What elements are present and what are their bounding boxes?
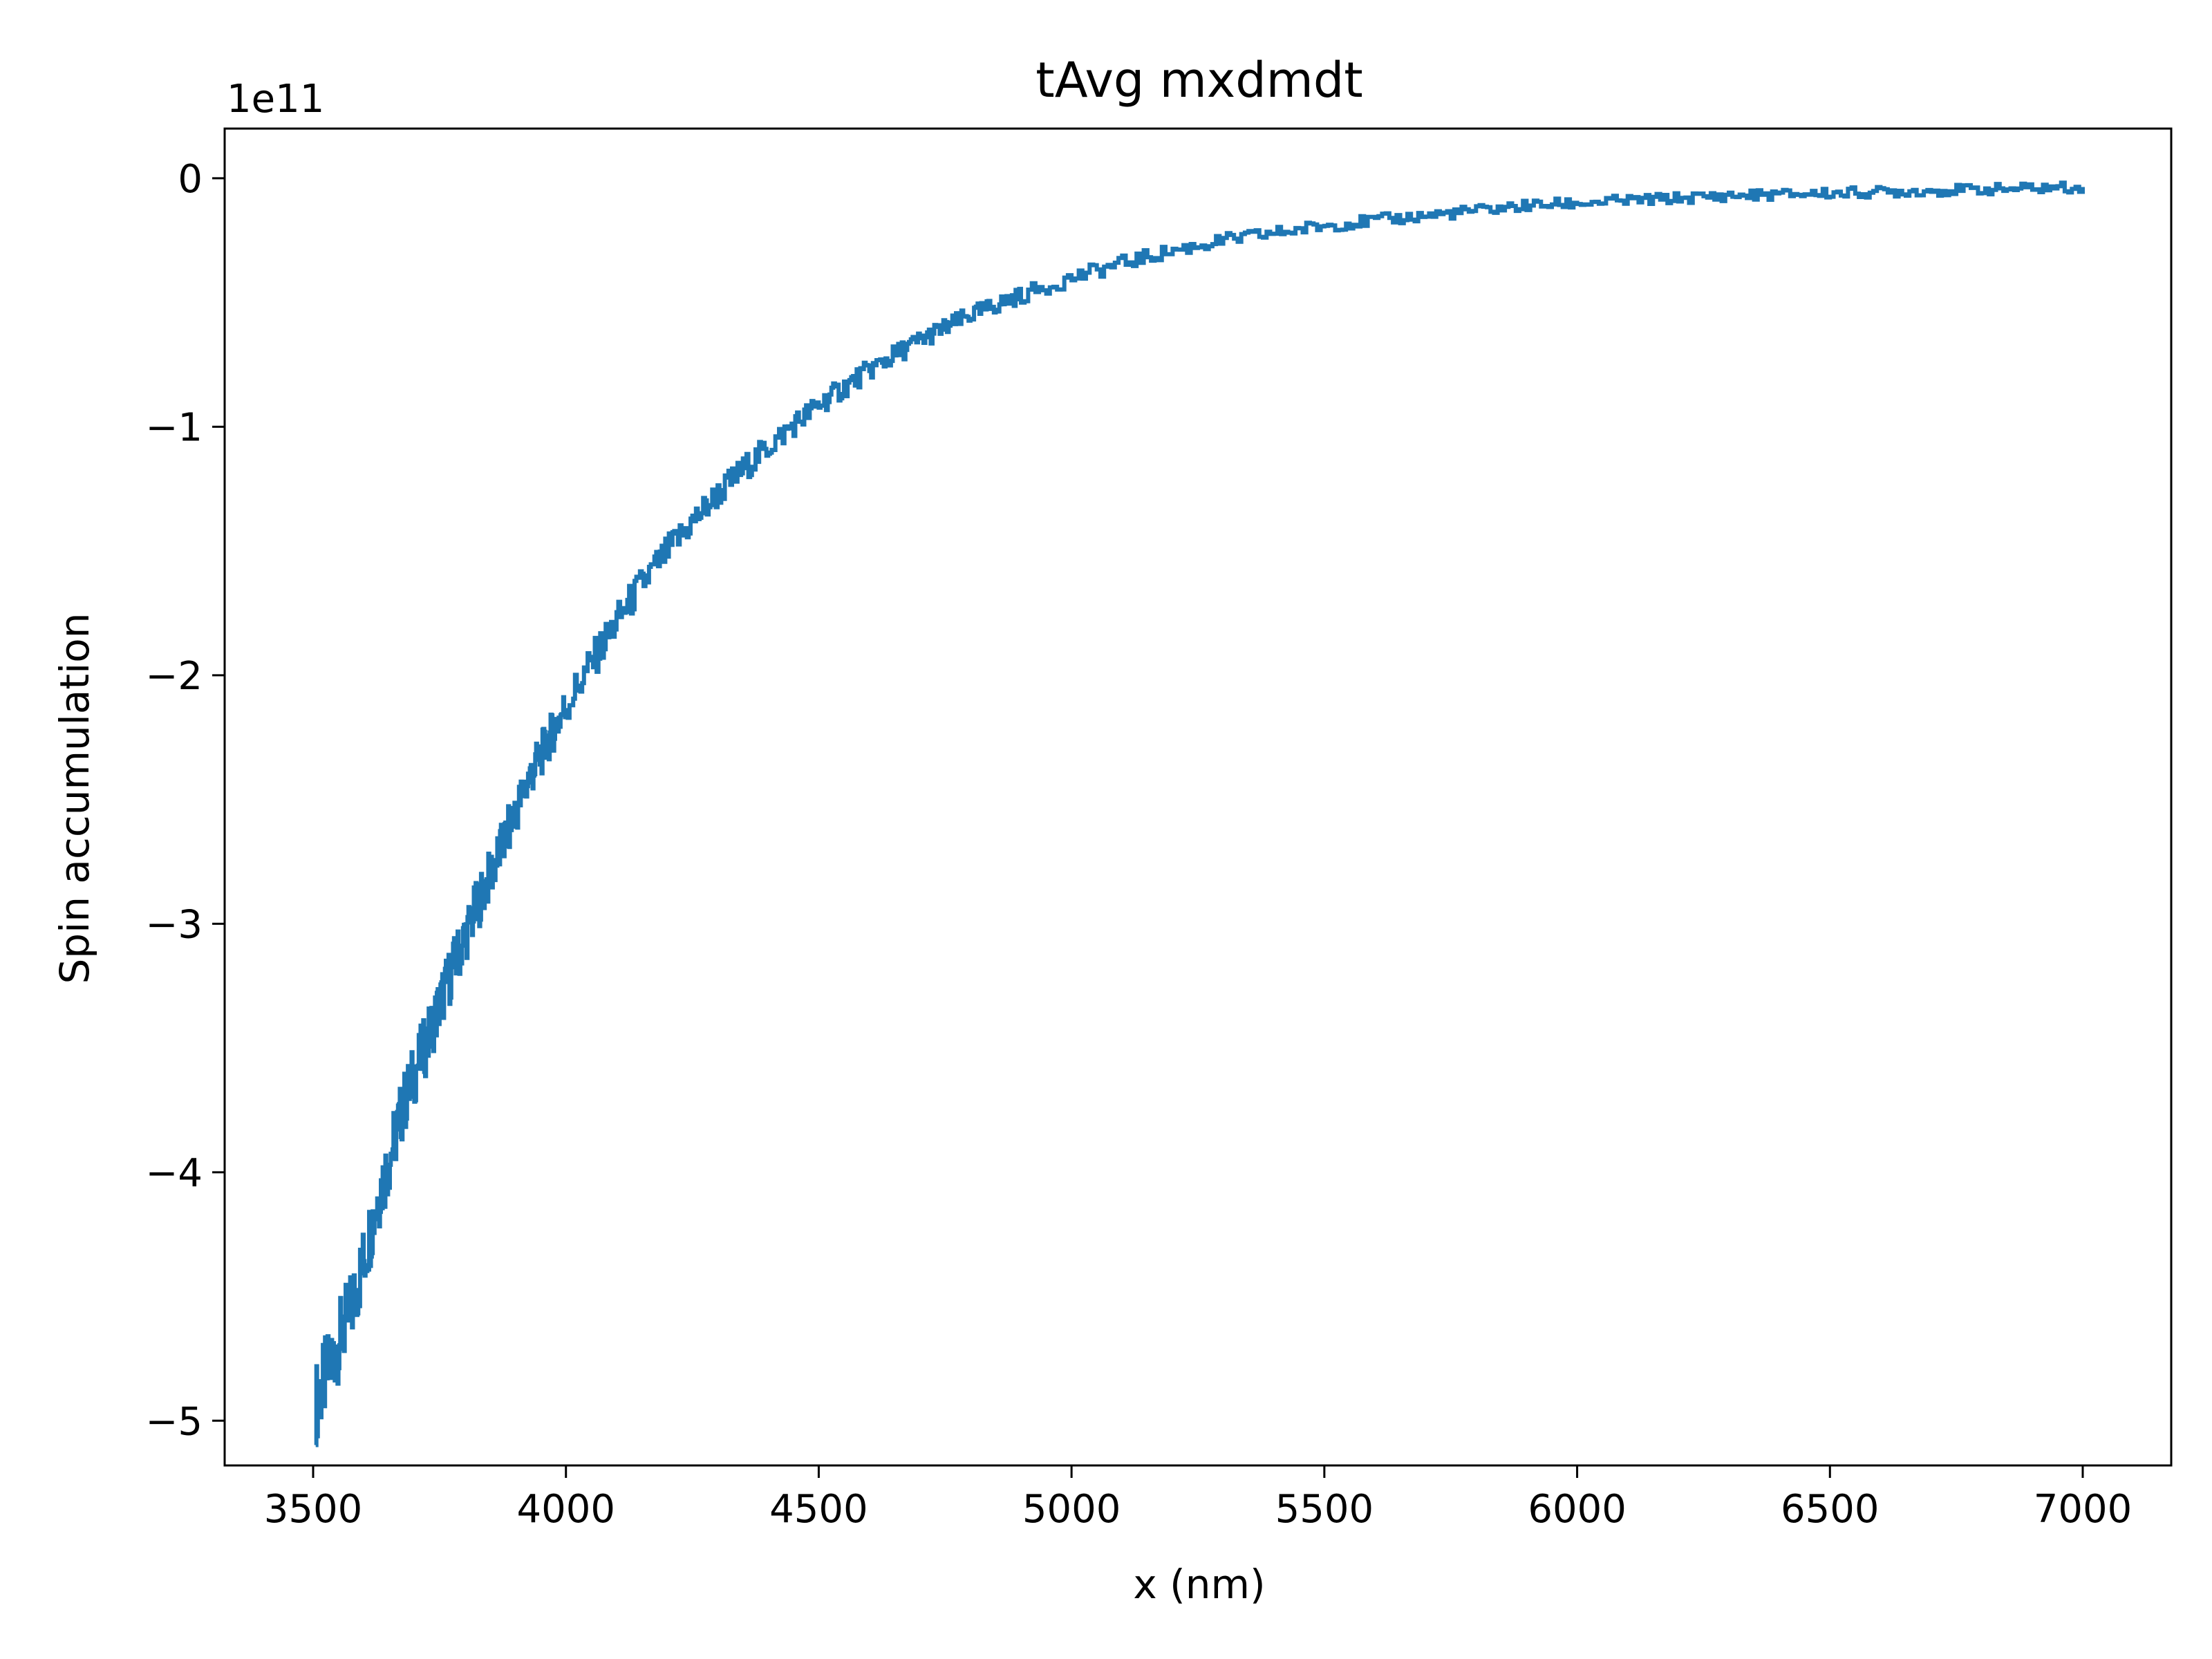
x-axis: 3500 4000 4500 5000 5500 6000 6500 7000 (264, 1465, 2133, 1532)
x-tick-label: 4000 (516, 1487, 615, 1532)
series-line (314, 180, 2085, 1447)
x-tick-label: 7000 (2034, 1487, 2133, 1532)
plot-area (314, 180, 2085, 1447)
x-tick-label: 3500 (264, 1487, 363, 1532)
y-tick-label: 0 (178, 157, 203, 202)
y-tick-label: −3 (145, 902, 203, 947)
y-tick-label: −1 (145, 405, 203, 450)
x-tick-label: 6000 (1528, 1487, 1627, 1532)
plot-frame (223, 127, 2173, 1467)
y-axis: 0 −1 −2 −3 −4 −5 (145, 157, 225, 1444)
y-axis-offset-label: 1e11 (227, 77, 324, 122)
x-axis-label: x (nm) (1133, 1561, 1265, 1608)
x-tick-label: 4500 (769, 1487, 868, 1532)
chart-title: tAvg mxdmdt (1035, 52, 1362, 109)
x-tick-label: 5500 (1275, 1487, 1374, 1532)
y-tick-label: −4 (145, 1151, 203, 1196)
x-tick-label: 5000 (1022, 1487, 1121, 1532)
y-axis-label: Spin accumulation (51, 612, 98, 984)
y-tick-label: −2 (145, 654, 203, 699)
x-tick-label: 6500 (1781, 1487, 1880, 1532)
y-tick-label: −5 (145, 1399, 203, 1444)
